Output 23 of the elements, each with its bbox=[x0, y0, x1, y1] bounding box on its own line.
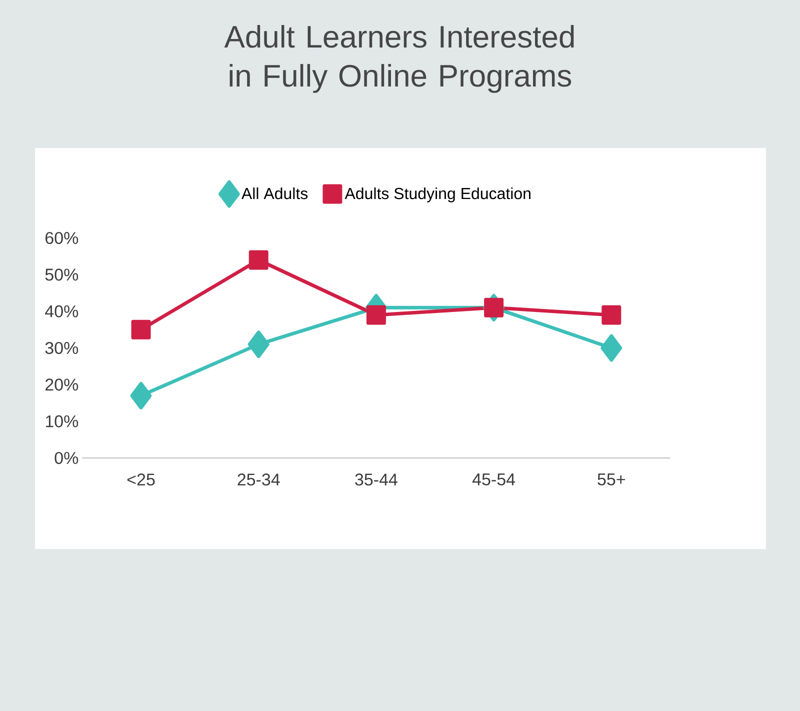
y-tick-label: 20% bbox=[46, 378, 78, 391]
y-tick-label: 30% bbox=[45, 342, 78, 354]
chart-title: Adult Learners Interested in Fully Online Programs bbox=[224, 25, 574, 93]
point bbox=[131, 320, 151, 340]
x-tick-label: 35-44 bbox=[355, 474, 398, 486]
y-tick-label: 60% bbox=[46, 232, 78, 244]
point bbox=[130, 382, 152, 410]
point bbox=[248, 330, 270, 358]
x-tick-label: <25 bbox=[127, 474, 155, 486]
legend-label: All Adults bbox=[241, 187, 308, 200]
point bbox=[600, 334, 622, 362]
y-tick-label: 50% bbox=[45, 268, 78, 281]
y-tick-label: 40% bbox=[45, 305, 78, 318]
y-tick-label: 10% bbox=[46, 415, 78, 428]
legend-label: Adults Studying Education bbox=[344, 187, 530, 202]
point bbox=[248, 250, 268, 270]
point bbox=[484, 298, 504, 318]
x-tick-label: 25-34 bbox=[238, 474, 280, 486]
x-tick-label: 55+ bbox=[598, 474, 625, 486]
x-tick-label: 45-54 bbox=[472, 474, 516, 486]
point bbox=[602, 305, 622, 325]
point bbox=[366, 305, 386, 325]
y-tick-label: 0% bbox=[54, 452, 78, 464]
